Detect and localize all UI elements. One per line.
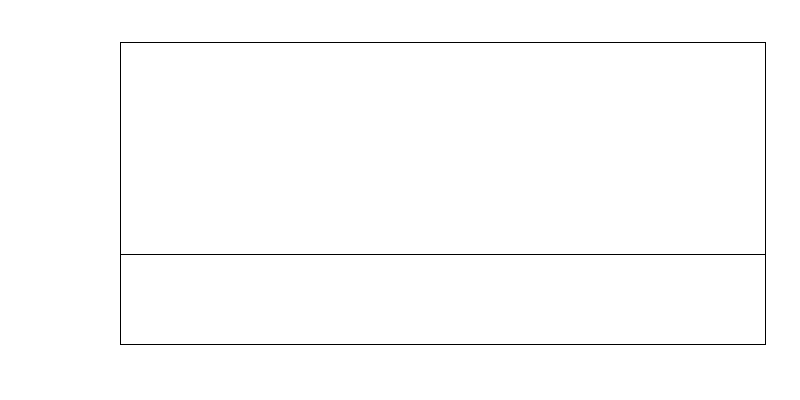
- error-plot-area: [120, 254, 766, 345]
- spectrum-line-series: [121, 43, 765, 254]
- spectrum-plot-area: [120, 42, 766, 255]
- error-line-series: [121, 255, 765, 344]
